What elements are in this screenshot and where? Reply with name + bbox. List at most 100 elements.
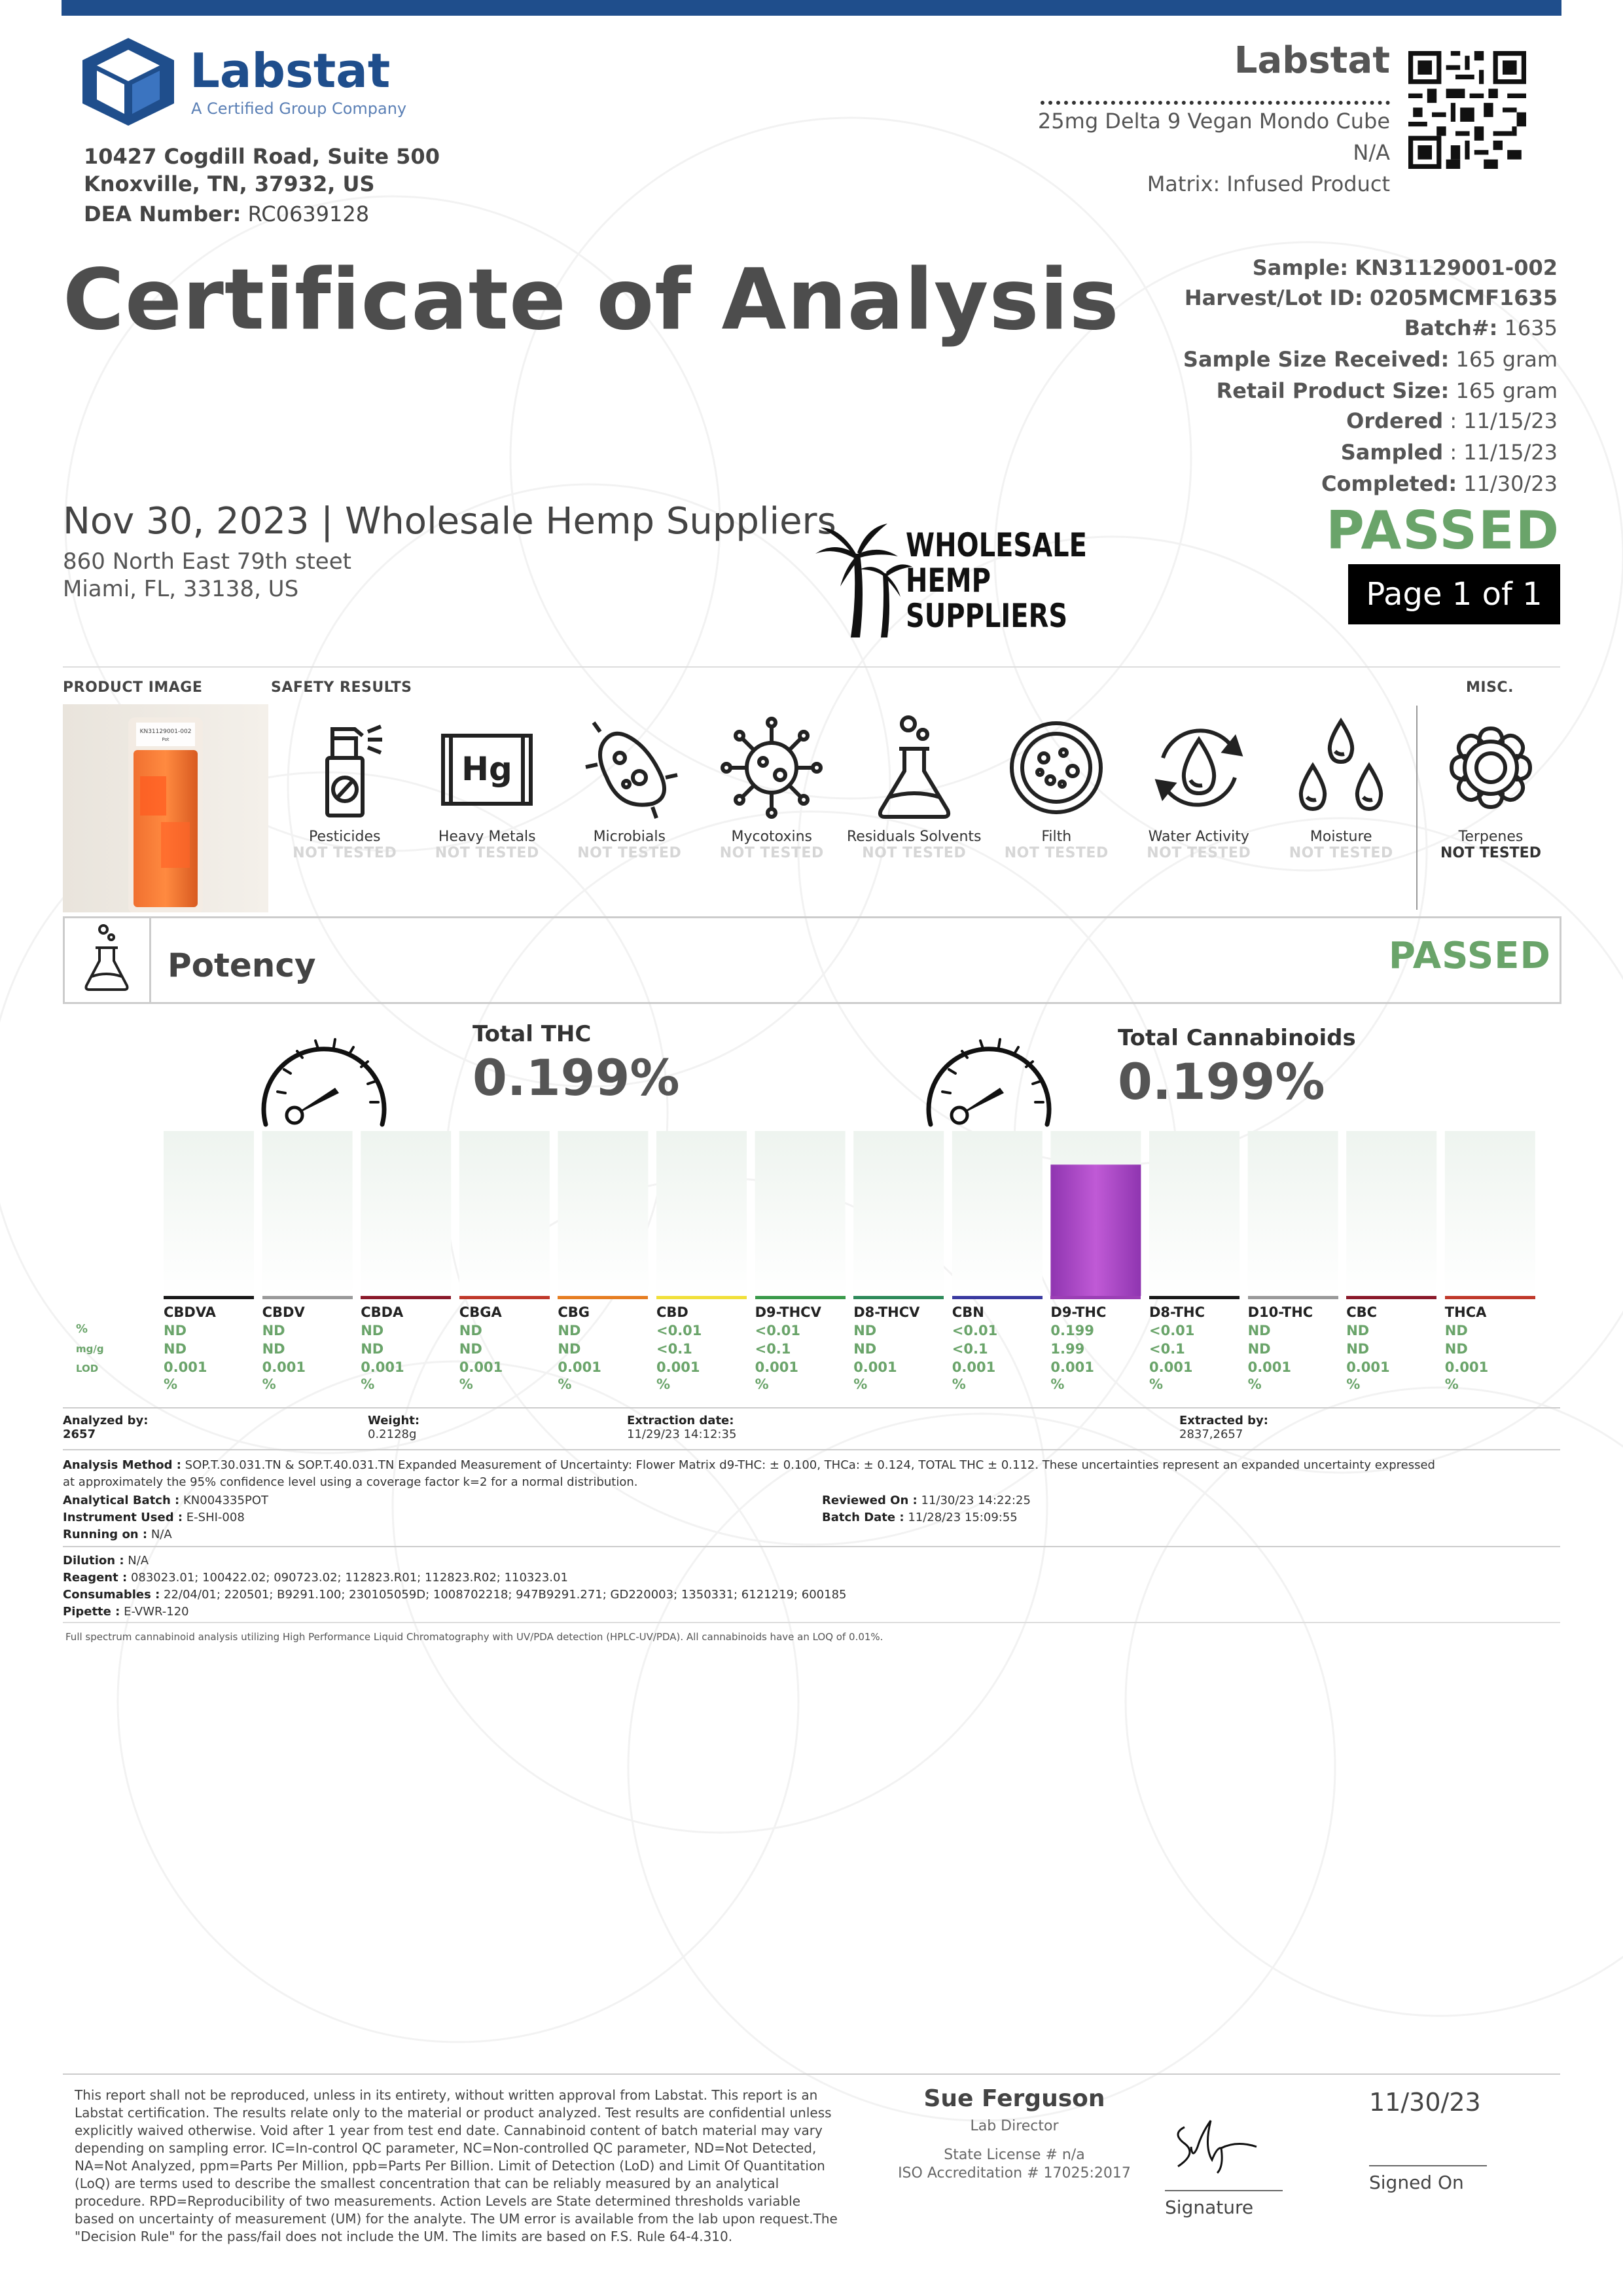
column-underline [164, 1296, 254, 1299]
lod-value: 0.001 [952, 1359, 996, 1375]
row-label-mgg: mg/g [76, 1343, 104, 1355]
extracted-by: Extracted by: 2837,2657 [1179, 1414, 1268, 1441]
signed-on-label: Signed On [1369, 2172, 1464, 2193]
chart-column-bg [952, 1131, 1043, 1296]
qr-code-icon [1408, 51, 1526, 169]
lod-value: 0.001 [164, 1359, 207, 1375]
pct-value: ND [361, 1323, 384, 1338]
column-name: D10-THC [1247, 1304, 1313, 1320]
signed-on-line [1369, 2165, 1487, 2166]
safety-item-mycotoxins: Mycotoxins NOT TESTED [701, 712, 844, 861]
lod-unit: % [262, 1376, 276, 1392]
dotted-divider [1041, 101, 1390, 105]
lod-value: 0.001 [361, 1359, 404, 1375]
client-street: 860 North East 79th steet [63, 548, 351, 575]
sample-info-row: Batch#: 1635 [1404, 315, 1558, 340]
cannabinoid-column-cbn: CBN <0.01 <0.1 0.001% [952, 1296, 1043, 1392]
potency-status: PASSED [1388, 935, 1551, 977]
sample-info-row: Retail Product Size: 165 gram [1216, 378, 1558, 403]
labstat-brand: Labstat [190, 43, 391, 98]
total-cannabinoids-label: Total Cannabinoids [1118, 1025, 1356, 1051]
chart-column-bg [558, 1131, 649, 1296]
pct-value: <0.01 [952, 1323, 998, 1338]
column-name: D8-THC [1149, 1304, 1205, 1320]
lod-unit: % [1247, 1376, 1262, 1392]
potency-title: Potency [168, 946, 316, 984]
lod-unit: % [1444, 1376, 1459, 1392]
safety-results-row: Pesticides NOT TESTED Hg Heavy Metals NOT TE… [274, 712, 1412, 861]
lod-value: 0.001 [755, 1359, 799, 1375]
gauge-icon-2 [926, 1038, 1052, 1127]
disclaimer: This report shall not be reproduced, unl… [75, 2087, 886, 2246]
svg-text:Pot: Pot [162, 737, 169, 742]
client-headline: Nov 30, 2023 | Wholesale Hemp Suppliers [63, 500, 836, 543]
chart-column-bg [755, 1131, 846, 1296]
column-underline [656, 1296, 747, 1299]
lab-address-line2: Knoxville, TN, 37932, US [84, 171, 375, 196]
pct-value: 0.199 [1050, 1323, 1094, 1338]
sample-info-row: Harvest/Lot ID: 0205MCMF1635 [1184, 285, 1558, 310]
state-license: State License # n/a [944, 2147, 1085, 2163]
matrix: Matrix: Infused Product [1147, 171, 1390, 196]
safety-item-heavy-metals: Hg Heavy Metals NOT TESTED [416, 712, 559, 861]
disclaimer-line: (LoQ) are terms used to describe the sma… [75, 2176, 779, 2191]
flask-icon [878, 715, 950, 819]
analyzed-by: Analyzed by: 2657 [63, 1414, 149, 1441]
water-drop-icon [1154, 728, 1243, 807]
pct-value: <0.01 [755, 1323, 801, 1338]
misc-divider [1416, 706, 1418, 910]
signer-name: Sue Ferguson [923, 2085, 1105, 2112]
disclaimer-line: based on uncertainty of measurement (UM)… [75, 2211, 838, 2227]
column-name: CBC [1346, 1304, 1378, 1320]
lod-unit: % [952, 1376, 966, 1392]
divider [63, 666, 1560, 668]
chart-column-bg [1247, 1131, 1338, 1296]
lod-value: 0.001 [558, 1359, 601, 1375]
column-underline [361, 1296, 452, 1299]
lod-unit: % [656, 1376, 671, 1392]
spray-bottle-icon [325, 725, 382, 817]
column-name: CBG [558, 1304, 590, 1320]
client-city: Miami, FL, 33138, US [63, 576, 299, 602]
cannabinoid-column-cbdv: CBDV ND ND 0.001% [262, 1296, 353, 1392]
client-logo-text: WHOLESALE HEMP SUPPLIERS [906, 526, 1087, 635]
sample-info-row: Sampled : 11/15/23 [1340, 440, 1558, 465]
column-underline [262, 1296, 353, 1299]
lod-unit: % [558, 1376, 572, 1392]
potency-header [63, 916, 1561, 1004]
cannabinoid-column-d9-thc: D9-THC 0.199 1.99 0.001% [1050, 1296, 1141, 1392]
signer-title: Lab Director [970, 2118, 1059, 2134]
product-label-text: KN31129001-002 [140, 728, 192, 735]
chart-column-bg [656, 1131, 747, 1296]
top-accent-bar [62, 0, 1561, 16]
mgg-value: ND [361, 1341, 384, 1357]
divider [63, 1546, 1560, 1547]
chart-column-bg [164, 1131, 254, 1296]
divider [63, 1622, 1560, 1623]
status-passed: PASSED [1326, 500, 1560, 561]
sample-info-row: Completed: 11/30/23 [1321, 471, 1558, 496]
lod-unit: % [853, 1376, 868, 1392]
gauge-icon [261, 1038, 387, 1127]
virus-icon [721, 717, 823, 819]
misc-terpenes: Terpenes NOT TESTED [1425, 712, 1556, 861]
signature-line [1165, 2190, 1283, 2191]
lod-value: 0.001 [853, 1359, 897, 1375]
column-name: CBN [952, 1304, 984, 1320]
cannabinoid-column-cbda: CBDA ND ND 0.001% [361, 1296, 452, 1392]
column-underline [853, 1296, 944, 1299]
mgg-value: <0.1 [656, 1341, 692, 1357]
lod-value: 0.001 [1346, 1359, 1390, 1375]
flower-icon [1450, 726, 1532, 809]
lod-value: 0.001 [262, 1359, 306, 1375]
row-label-pct: % [76, 1322, 88, 1336]
safety-item-residuals-solvents: Residuals Solvents NOT TESTED [843, 712, 986, 861]
page-title: Certificate of Analysis [63, 251, 1120, 349]
lod-value: 0.001 [656, 1359, 700, 1375]
safety-item-moisture: Moisture NOT TESTED [1270, 712, 1413, 861]
microbe-icon [585, 721, 678, 819]
pct-value: <0.01 [656, 1323, 702, 1338]
lod-value: 0.001 [459, 1359, 503, 1375]
cannabinoid-column-d8-thcv: D8-THCV ND ND 0.001% [853, 1296, 944, 1392]
pct-value: <0.01 [1149, 1323, 1195, 1338]
